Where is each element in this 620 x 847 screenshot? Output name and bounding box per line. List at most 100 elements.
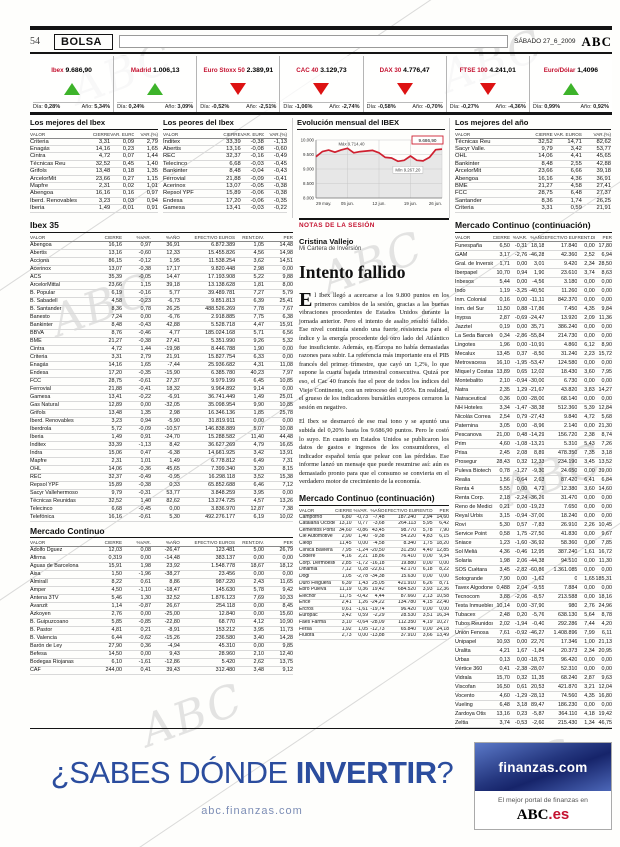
drop-cap: E (299, 289, 313, 311)
table-cell: Realia (455, 475, 493, 485)
table-cell: 3,83 (577, 385, 595, 395)
table-cell: 12,33 (150, 249, 180, 258)
table-cell: 6.385.780 (179, 369, 236, 378)
table-cell: 32,52 (86, 160, 111, 169)
table-cell: 1,90 (527, 268, 545, 278)
table-cell: 421.870 (544, 682, 578, 692)
table-cell: 12.380 (544, 484, 578, 494)
table-cell: 0,00 (235, 602, 265, 611)
table-cell: 0,00 (577, 655, 595, 665)
table-cell: 4,41 (552, 152, 582, 161)
index-name: Ibex (51, 67, 64, 74)
table-cell: 4,81 (93, 626, 123, 635)
table-cell: 2,06 (509, 556, 528, 566)
table-row: Mapfre 2,31 1,01 1,49 6.778.812 6,49 7,31 (30, 457, 293, 466)
table-cell: Mecalux (455, 349, 493, 359)
table-cell: 7,61 (492, 628, 510, 638)
table-cell: 16,80 (594, 691, 612, 701)
table-cell: -0,38 (263, 182, 287, 191)
table-cell: 32,52 (523, 138, 553, 146)
table-cell: -1,62 (527, 574, 545, 584)
table-row: Unión Fenosa 7,61 -0,92 -46,27 1.408.896 7,99… (455, 628, 612, 638)
table-cell: -7,83 (527, 520, 545, 530)
index-name: Euro/Dólar (543, 67, 576, 74)
table-cell: Cleop (299, 540, 335, 548)
table-cell: 145.630 (179, 586, 236, 595)
table-cell: 312.480 (179, 666, 236, 675)
table-cell: 215.430 (544, 718, 578, 728)
table-cell: -15,90 (150, 369, 180, 378)
table-row: Ence 2,41 1,26 -24,22 134.780 4,15 22,40 (299, 599, 449, 607)
table-cell: -19,98 (150, 345, 180, 354)
table-cell: 2,04 (509, 583, 528, 593)
table-cell: 3,20 (235, 465, 265, 474)
table-cell: -44,38 (527, 556, 545, 566)
table-row: Clínica Baviera 7,95 -1,24 -20,50 31.250 4,40… (299, 547, 449, 555)
table-cell: 1,74 (552, 197, 582, 206)
index-summary-strip: Ibex 9.686,90 Día: 0,28% Año: 5,34% Madrid … (30, 56, 612, 115)
table-cell: 2,26 (577, 520, 595, 530)
table-cell: 14,06 (523, 152, 553, 161)
table-cell: 7,35 (577, 448, 595, 458)
table-cell: 39,43 (150, 666, 180, 675)
table-cell: 46,75 (594, 718, 612, 728)
index-card: Madrid 1.006,13 Día: 0,24% Año: 3,09% (113, 56, 196, 112)
table-cell: 1,71 (492, 259, 510, 269)
table-cell: -1,84 (527, 646, 545, 656)
table-cell: 14,28 (264, 634, 293, 643)
table-cell: -20,50 (368, 547, 385, 555)
table-cell: 112.350 (384, 619, 416, 627)
svg-text:9.686,90: 9.686,90 (419, 137, 437, 142)
table-row: FCC 28,75 -0,61 27,37 9.979.199 6,45 10,85 (30, 377, 293, 386)
table-row: Tubos Reunidos 2,02 -1,94 -0,40 292.286 7,44 4… (455, 619, 612, 629)
table-row: Natra 2,35 1,29 -21,67 43.820 3,83 14,27 (455, 385, 612, 395)
table-cell: -8,57 (527, 592, 545, 602)
table-cell: 0,94 (122, 417, 151, 426)
table-cell: 26.910 (544, 520, 578, 530)
table-cell: GAM (455, 250, 493, 260)
table-cell: -2,29 (368, 612, 385, 621)
table-cell: Acerinox (30, 265, 94, 274)
table-cell: 12,40 (264, 650, 293, 659)
table-row: Europac 3,42 0,59 -2,29 28.530 3,51 16,34 (299, 612, 449, 621)
table-cell: 0,00 (577, 421, 595, 431)
table-cell: 8,22 (432, 566, 449, 574)
table-cell: 17,20 (93, 369, 123, 378)
table-title: Ibex 35 (30, 220, 293, 233)
table-row: Sacyr Valle. 9,79 3,42 53,77 (455, 145, 611, 154)
table-cell: 2,18 (492, 493, 510, 503)
table-cell: -1,95 (509, 358, 528, 368)
index-card: DAX 30 4.776,47 Día: -0,58% Año: -0,70% (362, 56, 446, 112)
index-name-value: FTSE 100 4.241,01 (450, 59, 526, 77)
table-cell: 1,29 (509, 385, 528, 395)
table-row: Aguas de Barcelona 15,91 1,98 23,92 1.548.77… (30, 562, 293, 571)
table-row: Jazztel 0,19 0,00 35,71 386.240 0,00 0,00 (455, 322, 612, 332)
table-cell: 15,60 (264, 610, 293, 619)
table-cell: 0,00 (577, 502, 595, 512)
table-cell: Ercros (299, 606, 335, 614)
table-cell: -25,00 (150, 610, 180, 619)
table-cell: 1,49 (235, 393, 265, 402)
table-cell: 14,48 (264, 241, 293, 250)
table-cell: 6,48 (552, 189, 582, 198)
table-cell: -0,16 (240, 152, 264, 161)
ibex-monthly-chart: Evolución mensual del IBEX 10.000 9.500 9.… (292, 118, 450, 218)
table-cell: 14,47 (150, 273, 180, 282)
table-cell: 0,00 (122, 650, 151, 659)
table-cell: -2,38 (509, 664, 528, 674)
table-cell: 1.548.778 (179, 562, 236, 571)
table-cell: -28,09 (368, 619, 385, 627)
table-cell: 3,93 (416, 586, 433, 594)
down-arrow-icon (313, 83, 330, 96)
table-cell: -0,85 (122, 618, 151, 627)
ad-url: abc.finanzas.com (201, 805, 303, 817)
table-cell: 13.920 (544, 313, 578, 323)
table-cell: 4,58 (552, 182, 582, 191)
date: SÁBADO 27_6_2009 (514, 38, 576, 45)
table-cell: 0,00 (577, 322, 595, 332)
table-row: Tubacex 2,48 0,20 -5,76 638.130 5,64 8,78 (455, 610, 612, 620)
table-cell: 0,00 (594, 295, 612, 305)
table-cell: 8,36 (523, 197, 553, 206)
